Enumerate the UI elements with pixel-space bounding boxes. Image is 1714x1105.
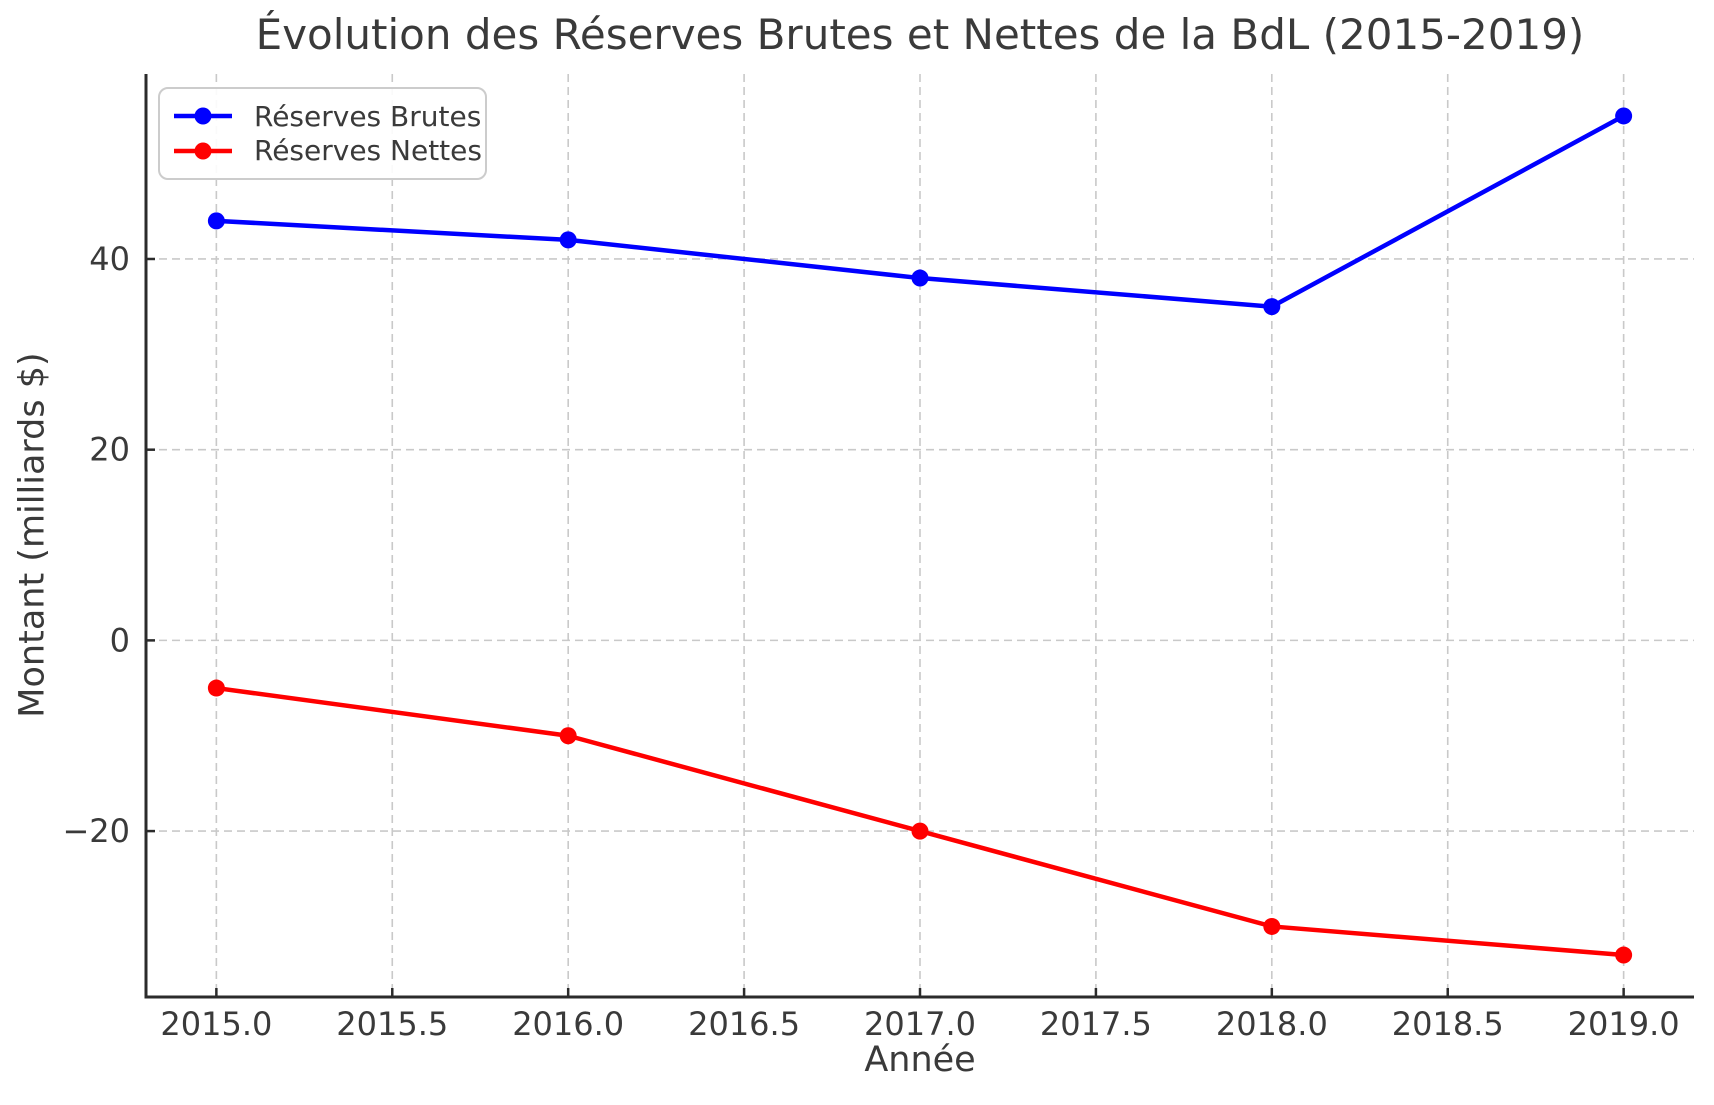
data-point-0 <box>911 269 929 287</box>
x-tick-label: 2019.0 <box>1568 1005 1680 1043</box>
x-tick-label: 2016.5 <box>688 1005 800 1043</box>
y-tick-label: 20 <box>89 431 130 469</box>
data-point-1 <box>559 727 577 745</box>
data-point-1 <box>1615 946 1633 964</box>
x-axis-label: Année <box>864 1040 976 1080</box>
legend-label-nettes: Réserves Nettes <box>254 134 482 168</box>
x-tick-label: 2015.0 <box>160 1005 272 1043</box>
data-point-1 <box>207 679 225 697</box>
x-tick-label: 2017.5 <box>1040 1005 1152 1043</box>
data-point-0 <box>207 212 225 230</box>
legend-line-marker-brutes-icon <box>174 107 232 125</box>
legend-label-brutes: Réserves Brutes <box>254 99 482 133</box>
y-tick-label: 40 <box>89 240 130 278</box>
legend-line-marker-nettes-icon <box>174 142 232 160</box>
y-axis-label: Montant (milliards $) <box>12 352 53 718</box>
legend: Réserves Brutes Réserves Nettes <box>158 87 487 180</box>
data-point-1 <box>1263 917 1281 935</box>
y-tick-label: 0 <box>110 621 130 659</box>
chart-title: Évolution des Réserves Brutes et Nettes … <box>255 10 1585 59</box>
legend-item-reserves-brutes: Réserves Brutes <box>172 99 481 133</box>
legend-item-reserves-nettes: Réserves Nettes <box>172 134 482 168</box>
x-tick-label: 2018.5 <box>1392 1005 1504 1043</box>
x-tick-label: 2015.5 <box>336 1005 448 1043</box>
y-tick-label: −20 <box>62 812 130 850</box>
data-point-0 <box>1615 107 1633 125</box>
x-tick-label: 2018.0 <box>1216 1005 1328 1043</box>
data-point-0 <box>559 231 577 249</box>
x-tick-label: 2016.0 <box>512 1005 624 1043</box>
data-point-0 <box>1263 298 1281 316</box>
x-tick-label: 2017.0 <box>864 1005 976 1043</box>
data-point-1 <box>911 822 929 840</box>
